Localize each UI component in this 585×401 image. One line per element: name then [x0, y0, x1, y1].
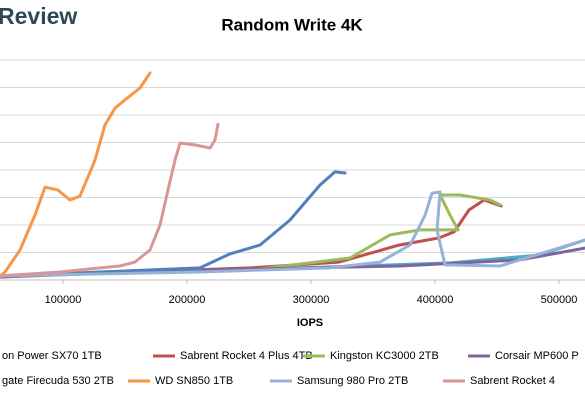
- legend-label: Sabrent Rocket 4 Plus 4TB: [180, 350, 313, 362]
- series-line: [0, 170, 347, 279]
- legend-label: Samsung 980 Pro 2TB: [297, 375, 408, 387]
- legend-label: Corsair MP600 P: [495, 350, 579, 362]
- x-tick-label: 300000: [293, 294, 330, 306]
- legend-label: on Power SX70 1TB: [2, 350, 102, 362]
- series-line: [0, 193, 502, 278]
- x-tick-label: 400000: [417, 294, 454, 306]
- x-tick-label: 500000: [541, 294, 578, 306]
- series-line: [0, 71, 152, 278]
- legend-label: gate Firecuda 530 2TB: [2, 375, 114, 387]
- x-axis-label: IOPS: [297, 317, 323, 329]
- series-line: [0, 190, 585, 278]
- legend-label: WD SN850 1TB: [155, 375, 233, 387]
- x-tick-label: 100000: [45, 294, 82, 306]
- legend-label: Sabrent Rocket 4: [470, 375, 555, 387]
- logo: Review: [0, 3, 77, 29]
- chart-title: Random Write 4K: [221, 15, 363, 34]
- series-line: [0, 122, 220, 278]
- x-tick-label: 200000: [169, 294, 206, 306]
- legend-label: Kingston KC3000 2TB: [330, 350, 439, 362]
